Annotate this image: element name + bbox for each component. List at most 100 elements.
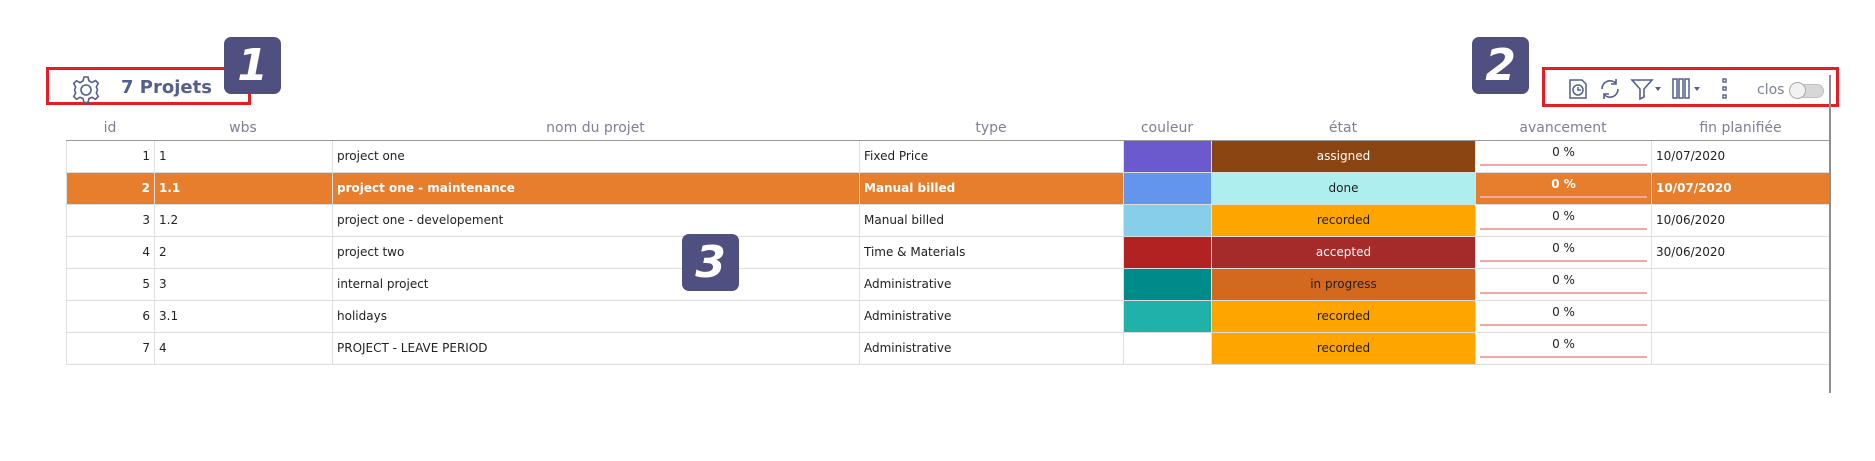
cell-id: 4 xyxy=(66,237,154,268)
columns-icon[interactable] xyxy=(1670,76,1704,102)
cell-project-name: project two xyxy=(332,237,859,268)
progress-bar xyxy=(1480,228,1647,230)
refresh-icon[interactable] xyxy=(1597,76,1623,102)
toolbar-highlight-box xyxy=(1542,67,1839,107)
cell-wbs: 4 xyxy=(154,333,332,364)
cell-planned-end: 10/07/2020 xyxy=(1651,173,1830,204)
table-row[interactable]: 1 1 project one Fixed Price assigned 0 % 10/07… xyxy=(66,141,1830,173)
cell-state: accepted xyxy=(1211,237,1475,268)
table-row[interactable]: 7 4 PROJECT - LEAVE PERIOD Administrative re… xyxy=(66,333,1830,365)
column-header-wbs[interactable]: wbs xyxy=(229,120,257,136)
cell-id: 5 xyxy=(66,269,154,300)
cell-color xyxy=(1123,173,1211,204)
cell-project-name: internal project xyxy=(332,269,859,300)
cell-id: 2 xyxy=(66,173,154,204)
state-badge: in progress xyxy=(1212,269,1475,300)
closed-toggle-label: clos xyxy=(1757,82,1785,98)
column-header-color[interactable]: couleur xyxy=(1140,120,1194,136)
column-header-progress[interactable]: avancement xyxy=(1519,120,1607,136)
state-badge: assigned xyxy=(1212,141,1475,172)
progress-value: 0 % xyxy=(1552,337,1575,351)
progress-value: 0 % xyxy=(1552,241,1575,255)
cell-color xyxy=(1123,141,1211,172)
table-row[interactable]: 5 3 internal project Administrative in progr… xyxy=(66,269,1830,301)
cell-state: assigned xyxy=(1211,141,1475,172)
closed-toggle-knob[interactable] xyxy=(1789,82,1806,99)
table-row[interactable]: 4 2 project two Time & Materials accepted 0 %… xyxy=(66,237,1830,269)
progress-value: 0 % xyxy=(1552,209,1575,223)
cell-type: Manual billed xyxy=(859,205,1123,236)
cell-progress: 0 % xyxy=(1475,141,1651,172)
cell-project-name: holidays xyxy=(332,301,859,332)
table-row[interactable]: 6 3.1 holidays Administrative recorded 0 % xyxy=(66,301,1830,333)
column-header-state[interactable]: état xyxy=(1328,120,1358,136)
progress-bar xyxy=(1480,356,1647,358)
table-row[interactable]: 3 1.2 project one - developement Manual bil… xyxy=(66,205,1830,237)
projects-grid: id wbs nom du projet type couleur état a… xyxy=(66,117,1830,365)
cell-wbs: 2 xyxy=(154,237,332,268)
cell-type: Manual billed xyxy=(859,173,1123,204)
more-vertical-icon[interactable] xyxy=(1718,76,1732,102)
cell-planned-end xyxy=(1651,333,1830,364)
color-swatch xyxy=(1124,205,1211,236)
cell-progress: 0 % xyxy=(1475,173,1651,204)
state-badge: recorded xyxy=(1212,333,1475,364)
state-badge: recorded xyxy=(1212,205,1475,236)
cell-type: Administrative xyxy=(859,333,1123,364)
cell-color xyxy=(1123,269,1211,300)
cell-type: Administrative xyxy=(859,301,1123,332)
cell-project-name: project one xyxy=(332,141,859,172)
new-project-icon[interactable] xyxy=(1565,76,1591,102)
state-badge: done xyxy=(1212,173,1475,204)
column-header-type[interactable]: type xyxy=(975,120,1007,136)
cell-id: 6 xyxy=(66,301,154,332)
cell-state: in progress xyxy=(1211,269,1475,300)
progress-value: 0 % xyxy=(1552,273,1575,287)
cell-state: done xyxy=(1211,173,1475,204)
callout-marker-3: 3 xyxy=(682,234,739,291)
cell-project-name: project one - developement xyxy=(332,205,859,236)
color-swatch xyxy=(1124,333,1211,364)
color-swatch xyxy=(1124,237,1211,268)
cell-wbs: 1.1 xyxy=(154,173,332,204)
grid-scroll-edge xyxy=(1829,75,1831,393)
color-swatch xyxy=(1124,141,1211,172)
cell-id: 1 xyxy=(66,141,154,172)
column-header-name[interactable]: nom du projet xyxy=(546,120,645,136)
cell-type: Time & Materials xyxy=(859,237,1123,268)
cell-planned-end xyxy=(1651,269,1830,300)
progress-bar xyxy=(1480,324,1647,326)
cell-wbs: 1.2 xyxy=(154,205,332,236)
cell-type: Administrative xyxy=(859,269,1123,300)
progress-value: 0 % xyxy=(1552,145,1575,159)
header-highlight-box xyxy=(46,67,251,105)
cell-color xyxy=(1123,237,1211,268)
cell-wbs: 3 xyxy=(154,269,332,300)
cell-progress: 0 % xyxy=(1475,301,1651,332)
page-title: 7 Projets xyxy=(121,77,212,98)
column-header-id[interactable]: id xyxy=(103,120,117,136)
progress-value: 0 % xyxy=(1552,305,1575,319)
cell-state: recorded xyxy=(1211,205,1475,236)
progress-bar xyxy=(1480,196,1647,198)
cell-id: 7 xyxy=(66,333,154,364)
cell-color xyxy=(1123,205,1211,236)
cell-color xyxy=(1123,301,1211,332)
table-header: id wbs nom du projet type couleur état a… xyxy=(66,117,1830,141)
progress-value: 0 % xyxy=(1551,177,1576,191)
cell-type: Fixed Price xyxy=(859,141,1123,172)
color-swatch xyxy=(1124,301,1211,332)
cell-wbs: 3.1 xyxy=(154,301,332,332)
cell-project-name: PROJECT - LEAVE PERIOD xyxy=(332,333,859,364)
state-badge: accepted xyxy=(1212,237,1475,268)
cell-progress: 0 % xyxy=(1475,237,1651,268)
cell-progress: 0 % xyxy=(1475,269,1651,300)
gear-icon[interactable] xyxy=(70,74,102,106)
table-row[interactable]: 2 1.1 project one - maintenance Manual bill… xyxy=(66,173,1830,205)
cell-id: 3 xyxy=(66,205,154,236)
state-badge: recorded xyxy=(1212,301,1475,332)
filter-icon[interactable] xyxy=(1629,76,1663,102)
column-header-planned-end[interactable]: fin planifiée xyxy=(1699,120,1782,136)
cell-state: recorded xyxy=(1211,301,1475,332)
cell-progress: 0 % xyxy=(1475,333,1651,364)
